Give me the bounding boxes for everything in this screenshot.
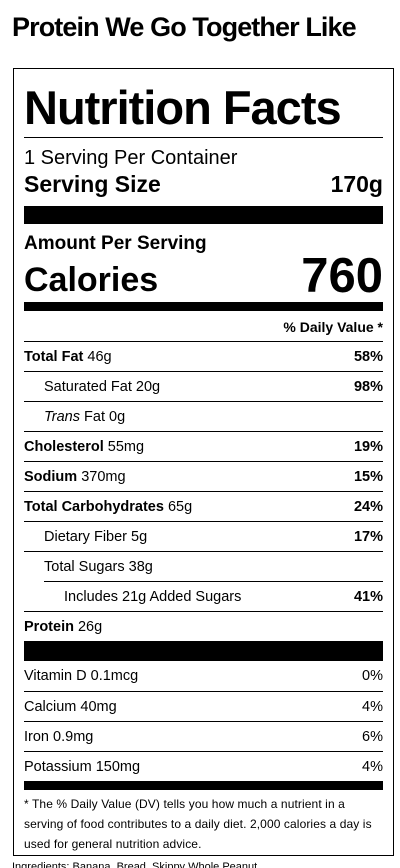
nutrient-dv: 58% [353,348,383,365]
vitamin-dv: 4% [362,758,383,775]
nutrient-name: Trans [44,408,80,425]
nutrient-amount: 370mg [81,468,126,485]
nutrient-dv: 15% [353,468,383,485]
vitamin-amount: 150mg [95,758,141,775]
nutrient-amount: 38g [128,558,153,575]
daily-value-footnote: * The % Daily Value (DV) tells you how m… [24,797,372,851]
nutrient-row-total-sugars: Total Sugars 38g [24,551,383,581]
nutrient-name: Total Sugars [44,558,125,575]
nutrient-amount: 55mg [107,438,145,455]
nutrient-amount: 5g [131,528,148,545]
nutrient-name: Protein [24,618,74,635]
calories-value: 760 [301,249,383,303]
nutrient-row-cholesterol: Cholesterol 55mg 19% [24,431,383,461]
nutrient-row-added-sugars: Includes 21g Added Sugars 41% [44,581,383,611]
nutrient-row-total-carbohydrates: Total Carbohydrates 65g 24% [24,491,383,521]
divider [24,137,383,138]
nutrient-name: Sodium [24,468,78,485]
nutrient-name: Dietary Fiber [44,528,127,545]
servings-per-container: 1 Serving Per Container [24,147,238,169]
nutrient-dv: 98% [353,378,383,395]
nutrient-dv: 41% [353,588,383,605]
vitamin-row-vitamin-d: Vitamin D 0.1mcg 0% [24,661,383,691]
vitamin-name: Calcium [24,698,77,715]
ingredients-strip: Ingredients: Banana, Bread, Skippy Whole… [12,861,258,868]
nutrient-row-sodium: Sodium 370mg 15% [24,461,383,491]
nutrient-amount: 65g [167,498,193,515]
vitamin-dv: 4% [362,698,383,715]
nutrient-dv: 19% [353,438,383,455]
nutrient-amount: 0g [109,408,126,425]
amount-per-serving: Amount Per Serving [24,233,207,254]
calories-label: Calories [24,261,159,299]
vitamin-dv: 6% [362,728,383,745]
thick-divider [24,641,383,661]
vitamin-row-potassium: Potassium 150mg 4% [24,751,383,781]
vitamin-dv: 0% [362,668,383,684]
daily-value-header: % Daily Value * [283,319,383,335]
nutrient-row-saturated-fat: Saturated Fat 20g 98% [24,371,383,401]
medium-divider [24,302,383,311]
nutrient-name: Total Fat [24,348,84,365]
serving-size-label: Serving Size [24,171,161,197]
nutrient-dv: 24% [353,498,383,515]
nutrient-name: Saturated Fat [44,378,132,395]
nutrient-name: Cholesterol [24,438,104,455]
nutrient-row-dietary-fiber: Dietary Fiber 5g 17% [24,521,383,551]
nutrient-row-trans-fat: Trans Fat 0g [24,401,383,431]
nutrition-facts-label: Nutrition Facts 1 Serving Per Container … [13,68,394,856]
nutrient-amount: 46g [87,348,112,365]
vitamin-amount: 0.1mcg [90,668,139,684]
thick-divider [24,206,383,224]
nutrient-name-rest: Fat [84,408,105,425]
vitamin-name: Iron [24,728,49,745]
serving-size-value: 170g [330,171,383,197]
calories-row: Calories 760 [24,250,383,302]
vitamin-amount: 0.9mg [53,728,94,745]
nutrient-row-total-fat: Total Fat 46g 58% [24,341,383,371]
nutrition-facts-title: Nutrition Facts [24,81,342,134]
vitamin-row-calcium: Calcium 40mg 4% [24,691,383,721]
product-title: Protein We Go Together Like [12,12,357,42]
nutrient-amount: 20g [135,378,161,395]
vitamin-amount: 40mg [80,698,117,715]
nutrient-name: Total Carbohydrates [24,498,164,515]
vitamin-row-iron: Iron 0.9mg 6% [24,721,383,751]
serving-size-row: Serving Size 170g [24,170,383,198]
nutrient-row-protein: Protein 26g [24,611,383,641]
vitamin-name: Potassium [24,758,92,775]
nutrient-amount: 26g [77,618,103,635]
nutrient-dv: 17% [353,528,383,545]
nutrient-name: Includes 21g Added Sugars [64,588,242,605]
vitamin-name: Vitamin D [24,668,87,684]
medium-divider [24,781,383,790]
